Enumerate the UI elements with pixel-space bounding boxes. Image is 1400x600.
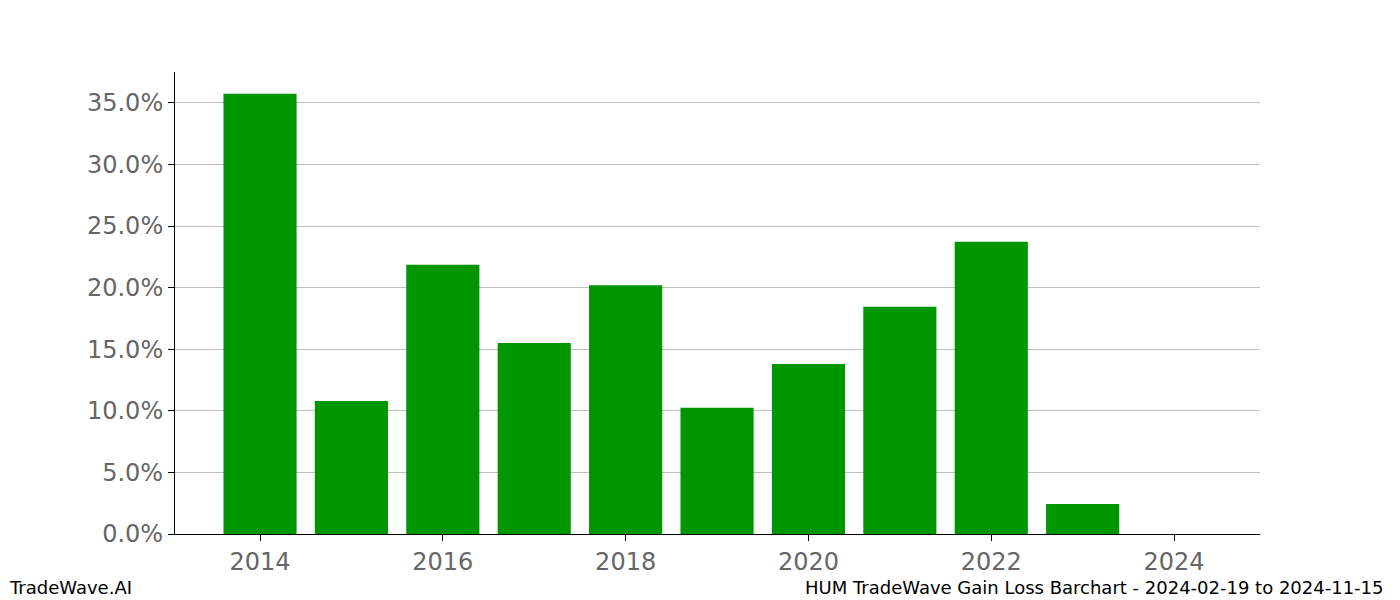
svg-text:5.0%: 5.0% (102, 459, 163, 487)
svg-text:20.0%: 20.0% (87, 274, 163, 302)
svg-text:15.0%: 15.0% (87, 336, 163, 364)
svg-text:2016: 2016 (412, 548, 473, 576)
svg-text:2024: 2024 (1144, 548, 1205, 576)
svg-text:2022: 2022 (961, 548, 1022, 576)
svg-text:TradeWave.AI: TradeWave.AI (9, 577, 132, 598)
svg-text:2014: 2014 (229, 548, 290, 576)
svg-text:10.0%: 10.0% (87, 397, 163, 425)
svg-text:2018: 2018 (595, 548, 656, 576)
svg-text:0.0%: 0.0% (102, 520, 163, 548)
svg-text:30.0%: 30.0% (87, 151, 163, 179)
svg-text:25.0%: 25.0% (87, 212, 163, 240)
svg-text:2020: 2020 (778, 548, 839, 576)
svg-text:35.0%: 35.0% (87, 89, 163, 117)
svg-text:HUM TradeWave Gain Loss Barcha: HUM TradeWave Gain Loss Barchart - 2024-… (805, 577, 1384, 598)
